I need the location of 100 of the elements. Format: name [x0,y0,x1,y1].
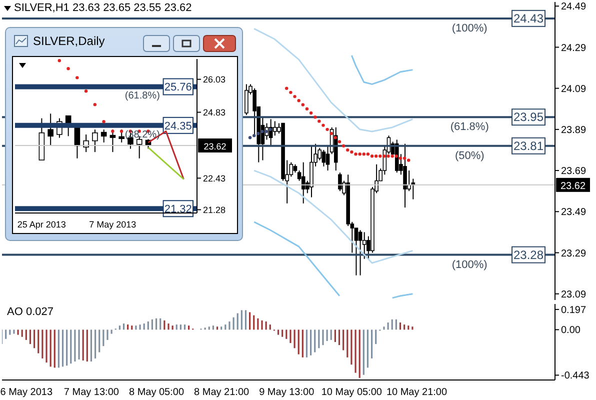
candlestick [354,228,358,276]
candlestick [110,129,116,153]
point [309,111,313,115]
y-tick-label: -0.443 [561,370,590,382]
y-tick-label: 0.00 [561,325,581,336]
point [76,76,79,80]
point [84,90,88,93]
point [102,120,106,124]
candlestick [338,172,342,192]
y-tick-label: 23.89 [561,124,586,136]
point [93,102,96,106]
candlestick [289,162,294,178]
annotation: (100%) [452,258,488,271]
point [350,150,354,154]
chart-title: SILVER,Daily [33,34,105,48]
point [370,154,374,158]
ref-line-label: 23.62 [560,180,586,192]
point [322,124,325,127]
point [407,158,410,162]
x-tick-label: 6 May 2013 [0,387,53,398]
point [342,144,346,148]
y-tick-label: 23.69 [561,166,586,178]
candlestick [118,129,124,143]
point [382,154,386,158]
x-tick-label: 8 May 21:00 [194,387,250,398]
point [313,115,317,119]
point [289,90,292,94]
point [326,128,329,132]
point [378,154,382,158]
candlestick [244,84,248,116]
y-tick-label: 23.29 [561,248,586,260]
point [301,103,304,106]
line-series [350,54,414,85]
ref-line-label: 25.76 [164,82,192,94]
line-series [253,28,414,132]
y-tick-label: 24.09 [561,84,586,95]
point [111,130,114,133]
point [358,152,362,156]
x-tick-label: 10 May 05:00 [321,387,382,398]
y-tick-label: 0.197 [561,304,586,316]
point [398,156,402,160]
y-tick-label: 24.83 [203,107,226,118]
point [297,99,300,102]
point [260,130,264,134]
candlestick [322,149,326,167]
point [366,152,370,156]
ref-line-label: 23.28 [513,248,544,262]
y-tick-label: 24.49 [561,2,586,13]
candlestick [358,230,362,276]
y-tick-label: 23.49 [561,207,586,218]
annotation: (61.8%) [450,121,489,134]
y-tick-label: 26.03 [203,74,226,85]
point [66,67,70,70]
x-tick-label: 8 May 05:00 [128,387,184,398]
x-tick-label: 7 May 13:00 [64,387,120,398]
y-tick-label: 21.28 [203,204,226,215]
point [285,86,288,90]
point [252,134,256,138]
ref-line-label: 24.43 [513,11,544,26]
point [58,59,61,62]
chart-title: AO 0.027 [7,306,54,318]
y-tick-label: 22.43 [203,173,226,184]
point [338,140,342,144]
point [346,148,350,152]
point [354,152,358,156]
candlestick [92,129,98,153]
candlestick [273,120,277,136]
point [374,154,378,158]
annotation: (100%) [452,22,488,34]
x-tick-label: 10 May 21:00 [386,387,448,398]
point [334,136,338,140]
point [318,120,321,123]
chart-title: SILVER,H1 23.63 23.65 23.55 23.62 [14,2,192,14]
point [256,132,260,136]
ref-line-label: 23.95 [513,110,544,124]
ref-line-label: 23.62 [204,141,226,152]
point [120,130,124,133]
point [293,94,296,98]
ref-line-label: 24.35 [164,120,192,132]
x-tick-label: 9 May 13:00 [259,387,315,398]
point [330,132,333,136]
point [386,154,390,158]
candlestick [100,129,107,143]
line-series [253,170,414,264]
candlestick [403,143,407,208]
point [402,156,406,160]
y-tick-label: 24.29 [561,42,586,54]
point [268,128,272,132]
ref-line-label: 23.81 [513,138,544,153]
annotation: (61.8%) [124,90,160,102]
x-tick-label: 25 Apr 2013 [17,219,66,230]
point [305,107,309,110]
x-tick-label: 7 May 2013 [89,219,136,230]
annotation: (50%) [454,150,484,162]
y-tick-label: 23.09 [561,289,586,300]
candlestick [48,113,54,146]
candlestick [301,162,306,204]
point [390,154,394,158]
point [248,136,252,140]
point [362,152,366,156]
